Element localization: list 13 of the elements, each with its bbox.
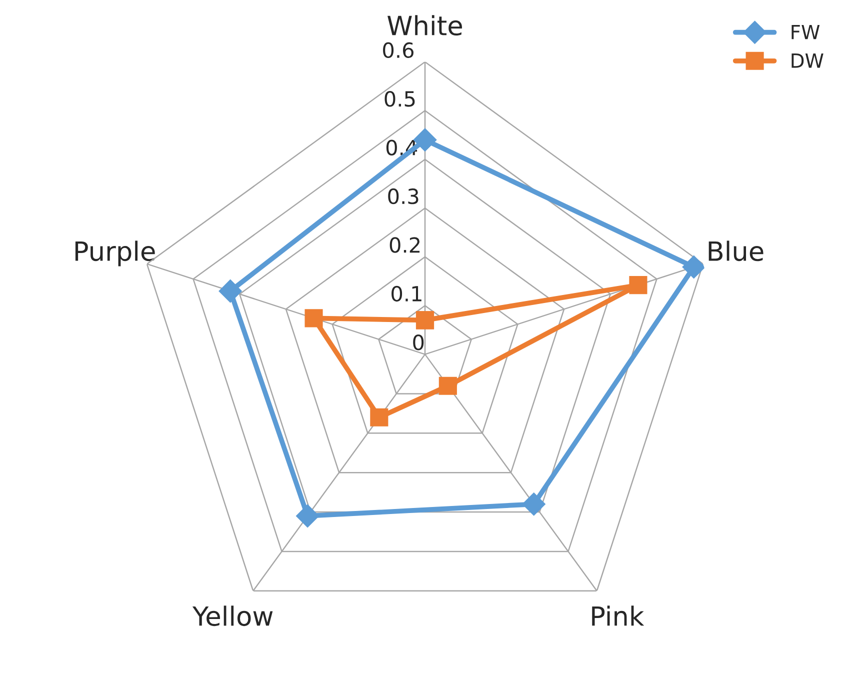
y-tick-label: 0.6 <box>383 42 414 58</box>
y-tick-label: 0.2 <box>390 237 420 253</box>
y-tick-label: 0.1 <box>392 286 422 302</box>
legend-label: FW <box>792 24 820 40</box>
y-tick-label: 0.3 <box>388 188 418 204</box>
spoke-label: Yellow <box>192 606 273 626</box>
legend-label: DW <box>792 54 824 68</box>
spoke-label: Blue <box>708 240 764 262</box>
spoke-label: Pink <box>592 606 644 626</box>
y-tick-label: 0.5 <box>384 91 415 107</box>
y-tick-label: 0 <box>413 334 424 350</box>
spoke-label: White <box>388 15 462 36</box>
spoke-label: Purple <box>75 240 155 266</box>
